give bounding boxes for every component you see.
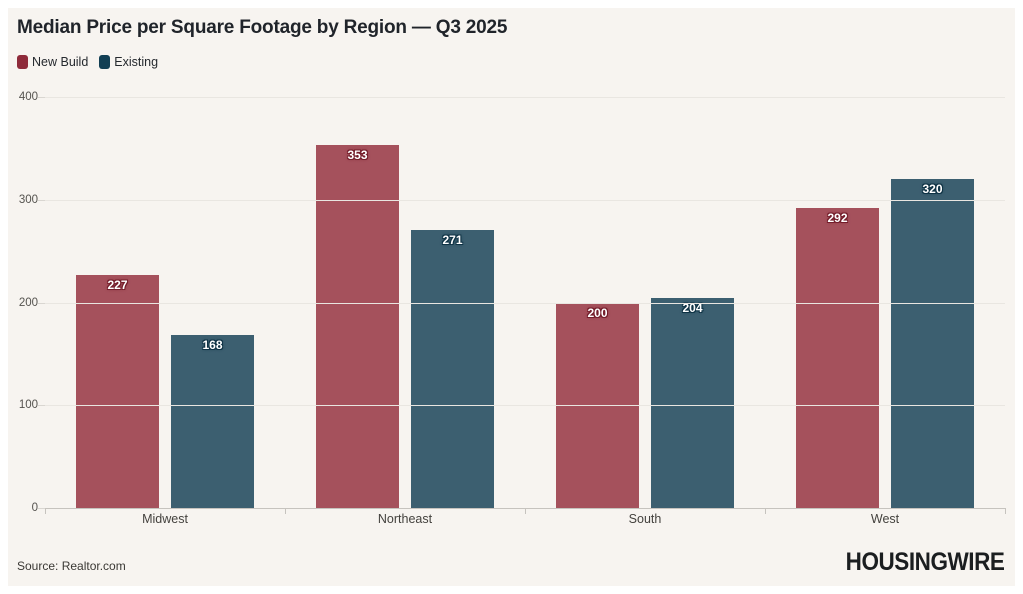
plot-area: 227 168 353 271 200 204 292 320 xyxy=(38,97,1006,514)
legend-item-new-build[interactable]: New Build xyxy=(17,55,88,69)
bar-new-build-midwest[interactable]: 227 xyxy=(76,274,159,508)
y-tick-mark xyxy=(38,508,45,509)
legend-swatch-existing-icon xyxy=(99,55,111,69)
legend-label-new-build: New Build xyxy=(32,55,89,69)
x-axis: Midwest Northeast South West xyxy=(45,512,1005,526)
housingwire-logo: HOUSINGWIRE xyxy=(845,548,1004,576)
y-tick-mark xyxy=(38,405,45,407)
x-tick-mark xyxy=(1005,508,1006,514)
y-tick-label-300: 300 xyxy=(18,193,38,206)
legend-item-existing[interactable]: Existing xyxy=(99,55,158,69)
chart-title: Median Price per Square Footage by Regio… xyxy=(17,17,508,38)
bar-value-label: 292 xyxy=(827,210,848,225)
x-tick-mark xyxy=(765,508,766,514)
bar-existing-west[interactable]: 320 xyxy=(891,179,974,508)
x-tick-mark xyxy=(525,508,526,514)
y-tick-label-200: 200 xyxy=(18,296,38,309)
gridline-100 xyxy=(45,405,1005,407)
x-tick-mark xyxy=(45,508,46,514)
gridline-300 xyxy=(45,199,1005,201)
bar-value-label: 200 xyxy=(587,305,608,320)
y-tick-mark xyxy=(38,199,45,201)
y-tick-label-400: 400 xyxy=(18,91,38,103)
bar-new-build-west[interactable]: 292 xyxy=(796,207,879,508)
bar-group-midwest: 227 168 xyxy=(45,97,285,508)
x-tick-mark xyxy=(285,508,286,514)
legend-label-existing: Existing xyxy=(114,55,159,69)
legend-swatch-new-build-icon xyxy=(17,55,28,69)
y-tick-mark xyxy=(38,302,45,304)
bar-value-label: 227 xyxy=(107,277,128,292)
bar-existing-northeast[interactable]: 271 xyxy=(411,229,494,508)
bar-value-label: 168 xyxy=(202,338,223,353)
x-axis-label-northeast: Northeast xyxy=(377,512,433,526)
chart-card: Median Price per Square Footage by Regio… xyxy=(8,8,1015,586)
bar-value-label: 271 xyxy=(442,232,463,247)
bar-groups: 227 168 353 271 200 204 292 320 xyxy=(45,97,1005,508)
bar-existing-midwest[interactable]: 168 xyxy=(171,335,254,508)
legend: New Build Existing xyxy=(17,55,158,69)
source-text: Source: Realtor.com xyxy=(17,559,126,573)
x-axis-label-midwest: Midwest xyxy=(142,512,188,526)
bar-existing-south[interactable]: 204 xyxy=(651,298,734,508)
x-axis-label-south: South xyxy=(628,512,662,526)
y-tick-mark xyxy=(38,97,45,98)
x-axis-label-west: West xyxy=(870,512,900,526)
bar-group-northeast: 353 271 xyxy=(285,97,525,508)
bar-value-label: 353 xyxy=(347,148,368,163)
y-tick-label-0: 0 xyxy=(31,502,38,514)
bar-value-label: 320 xyxy=(922,182,943,197)
y-tick-label-100: 100 xyxy=(18,399,38,412)
bar-group-west: 292 320 xyxy=(765,97,1005,508)
bar-new-build-northeast[interactable]: 353 xyxy=(316,145,399,508)
bar-value-label: 204 xyxy=(682,301,703,316)
gridline-400 xyxy=(45,97,1005,98)
gridline-200 xyxy=(45,302,1005,304)
y-axis: 0 100 200 300 400 xyxy=(8,91,38,514)
